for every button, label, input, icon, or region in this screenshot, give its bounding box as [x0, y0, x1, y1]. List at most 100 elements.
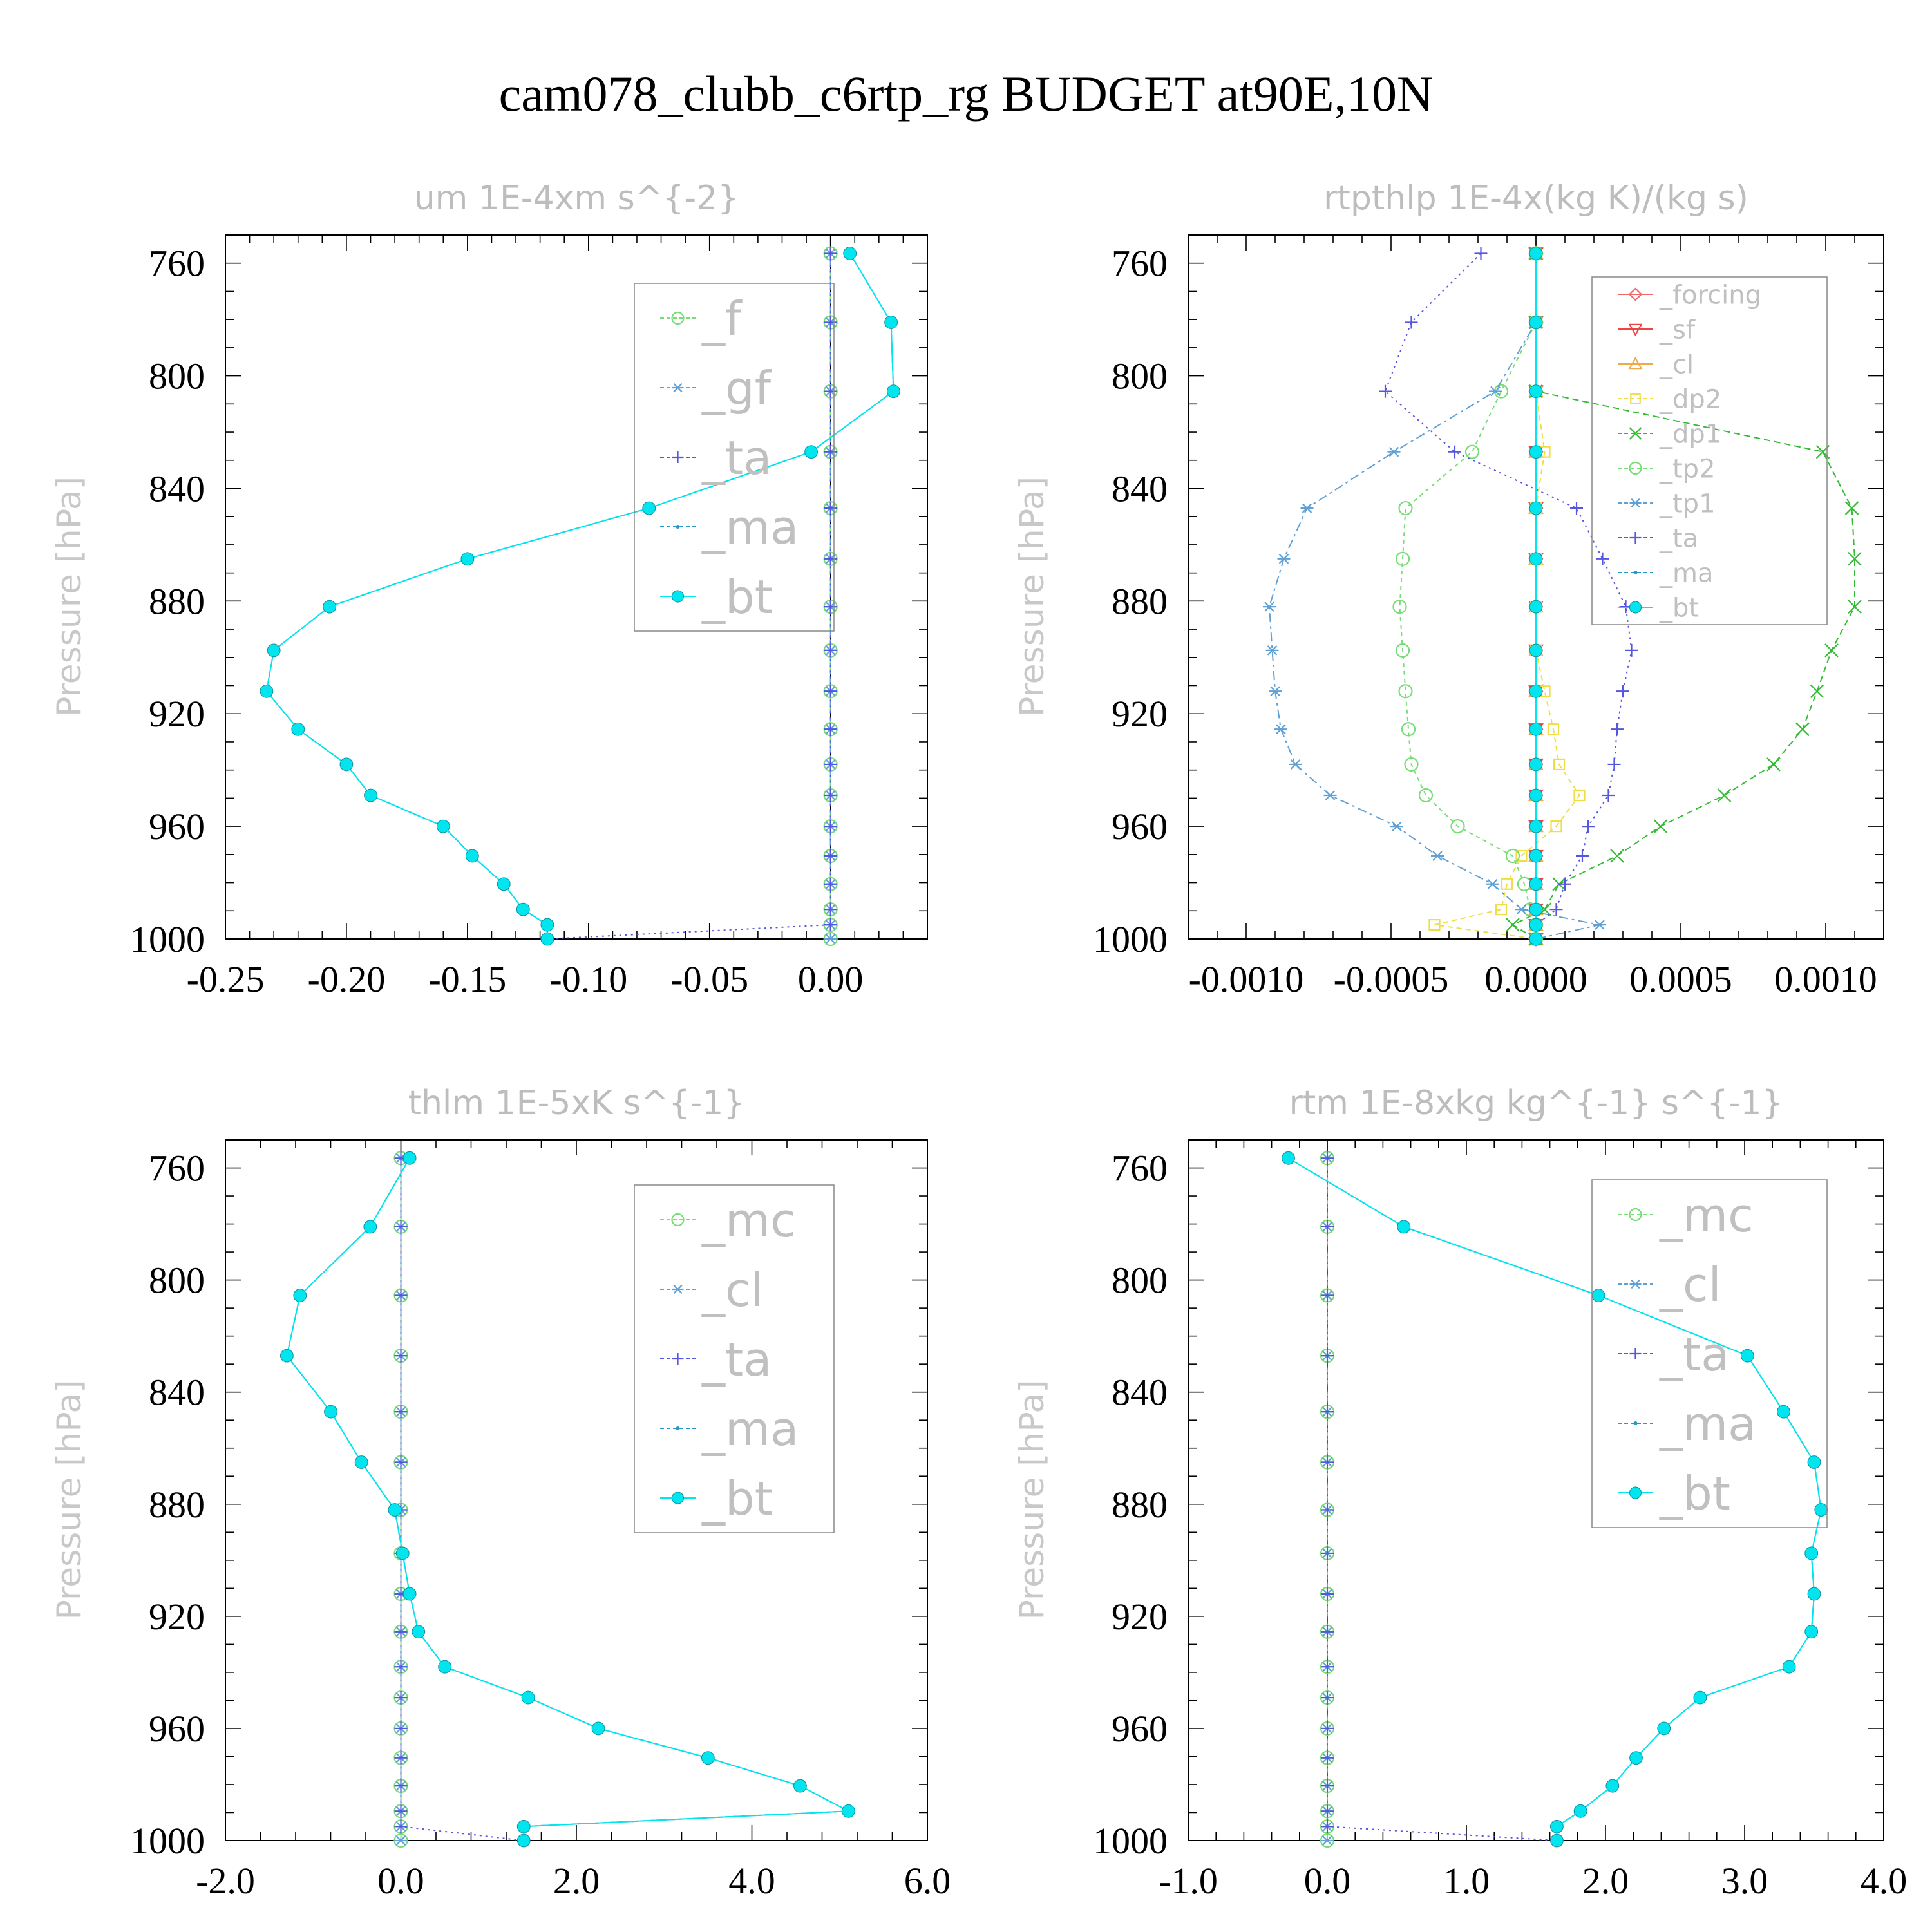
x-tick-label: 2.0 [1582, 1860, 1629, 1902]
legend-marker [676, 1426, 680, 1430]
y-tick-label: 960 [149, 806, 205, 848]
legend-label: _ta [701, 1332, 772, 1387]
data-point [395, 1546, 410, 1560]
data-point [1653, 819, 1668, 833]
legend-label: _ta [1659, 524, 1698, 553]
series-bt [260, 247, 900, 946]
legend-label: _dp1 [1659, 419, 1721, 449]
data-point [394, 1779, 408, 1793]
chart-panel-2: rtpthlp 1E-4x(kg K)/(kg s) 760 800 840 880 92… [1013, 179, 1884, 1000]
data-point [1807, 1587, 1821, 1601]
data-point [1529, 722, 1543, 736]
data-point [824, 757, 837, 771]
y-axis-label: Pressure [hPa] [1013, 1380, 1052, 1620]
x-tick-label: 3.0 [1721, 1860, 1768, 1902]
data-point [1591, 1289, 1605, 1302]
data-point [540, 932, 554, 946]
x-axis: -2.0 0.0 2.0 4.0 6.0 [196, 1140, 951, 1902]
data-point [1529, 918, 1543, 932]
data-point [394, 1455, 408, 1469]
data-point [1795, 722, 1810, 737]
data-point [394, 1289, 408, 1302]
data-point [824, 918, 837, 932]
legend-box [634, 1184, 835, 1533]
legend-marker [1633, 1421, 1638, 1425]
data-point [1489, 386, 1502, 397]
legend-label: _mc [701, 1193, 796, 1247]
legend-marker [1629, 1279, 1642, 1289]
plot-frame [225, 1139, 928, 1841]
data-point [1515, 849, 1528, 862]
data-point [1529, 877, 1543, 891]
data-point [324, 1405, 337, 1419]
data-point [1529, 384, 1543, 399]
x-tick-label: 0.0000 [1484, 958, 1587, 1000]
legend-marker [672, 1353, 684, 1365]
data-point [701, 1751, 715, 1765]
y-tick-label: 840 [149, 1372, 205, 1414]
legend-marker [1629, 1486, 1642, 1499]
series-ta [394, 1151, 531, 1847]
series-line [286, 1157, 851, 1841]
series-line [400, 1158, 524, 1841]
legend-label: _ta [1659, 1327, 1729, 1381]
series-tp1 [1263, 248, 1606, 944]
legend-marker [1629, 601, 1642, 614]
y-tick-label: 800 [1112, 1260, 1168, 1302]
data-point [1395, 551, 1410, 566]
y-tick-label: 1000 [1093, 918, 1168, 960]
data-point [1397, 1220, 1411, 1234]
legend-marker [672, 1492, 684, 1504]
legend-label: _dp2 [1659, 384, 1721, 414]
legend-label: _cl [1659, 350, 1694, 379]
data-point [1629, 1751, 1643, 1765]
y-tick-label: 920 [1112, 693, 1168, 735]
y-axis-label: Pressure [hPa] [50, 1380, 89, 1620]
data-point [465, 849, 479, 863]
data-point [1321, 1455, 1334, 1469]
legend-label: _ma [1659, 558, 1713, 588]
legend-marker [671, 311, 685, 325]
legend-label: _forcing [1659, 280, 1761, 310]
data-point [1274, 724, 1287, 735]
y-tick-label: 840 [1112, 468, 1168, 509]
data-point [1321, 1405, 1334, 1419]
legend-label: _ta [701, 431, 772, 485]
data-point [1593, 920, 1606, 930]
data-point [394, 1349, 408, 1363]
data-point [1265, 645, 1279, 656]
data-point [824, 643, 837, 657]
x-tick-label: -0.20 [308, 958, 386, 1000]
y-axis-label: Pressure [hPa] [1013, 477, 1052, 717]
y-tick-label: 840 [1112, 1372, 1168, 1414]
data-point [540, 918, 554, 932]
y-tick-label: 1000 [130, 1820, 205, 1862]
plot-frame [1188, 1139, 1884, 1841]
y-tick-label: 760 [1112, 243, 1168, 285]
x-tick-label: -2.0 [196, 1860, 255, 1902]
x-axis: -0.25 -0.20 -0.15 -0.10 -0.05 0.00 [187, 235, 928, 1000]
x-tick-label: 4.0 [728, 1860, 775, 1902]
data-point [412, 1625, 426, 1639]
data-point [824, 384, 837, 398]
y-tick-label: 960 [1112, 1708, 1168, 1750]
data-point [1321, 1804, 1334, 1818]
legend: _mc _cl _ta _ma _bt [1591, 1179, 1828, 1528]
y-tick-label: 840 [149, 468, 205, 509]
data-point [1321, 1625, 1334, 1638]
y-tick-label: 800 [149, 1260, 205, 1302]
legend-label: _tp1 [1659, 489, 1716, 518]
data-point [1474, 247, 1488, 260]
data-point [1390, 821, 1403, 831]
data-point [1323, 790, 1337, 800]
data-point [1398, 684, 1413, 699]
data-point [1321, 1820, 1334, 1833]
data-point [1824, 643, 1839, 658]
x-tick-label: 2.0 [553, 1860, 600, 1902]
x-tick-label: 1.0 [1443, 1860, 1490, 1902]
data-point [1277, 554, 1291, 564]
data-point [363, 1220, 377, 1234]
data-point [1392, 600, 1407, 614]
data-point [267, 643, 281, 658]
series-line [1384, 252, 1633, 939]
